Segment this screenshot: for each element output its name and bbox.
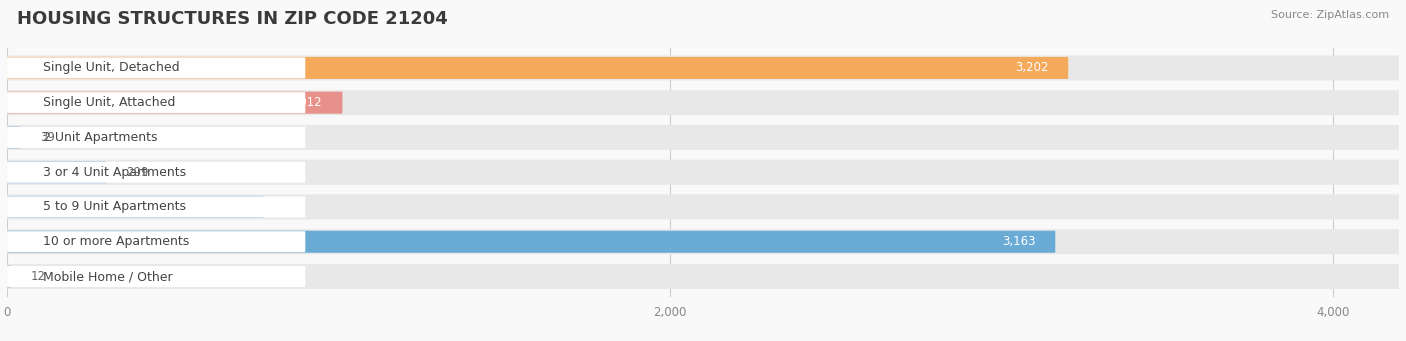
- Text: Single Unit, Attached: Single Unit, Attached: [42, 96, 176, 109]
- FancyBboxPatch shape: [7, 231, 305, 252]
- FancyBboxPatch shape: [7, 196, 305, 218]
- FancyBboxPatch shape: [7, 55, 1399, 80]
- Text: 3 or 4 Unit Apartments: 3 or 4 Unit Apartments: [42, 166, 186, 179]
- FancyBboxPatch shape: [7, 125, 1399, 150]
- FancyBboxPatch shape: [7, 264, 1399, 289]
- Text: 12: 12: [31, 270, 46, 283]
- Text: 2 Unit Apartments: 2 Unit Apartments: [42, 131, 157, 144]
- Text: Mobile Home / Other: Mobile Home / Other: [42, 270, 173, 283]
- FancyBboxPatch shape: [7, 161, 105, 183]
- Text: 1,012: 1,012: [288, 96, 322, 109]
- FancyBboxPatch shape: [7, 194, 1399, 220]
- FancyBboxPatch shape: [7, 196, 263, 218]
- Text: 3,163: 3,163: [1002, 235, 1035, 248]
- FancyBboxPatch shape: [7, 127, 20, 148]
- Text: 3,202: 3,202: [1015, 61, 1049, 74]
- Text: 299: 299: [127, 166, 149, 179]
- FancyBboxPatch shape: [7, 90, 1399, 115]
- FancyBboxPatch shape: [7, 229, 1399, 254]
- FancyBboxPatch shape: [7, 266, 305, 287]
- Text: 10 or more Apartments: 10 or more Apartments: [42, 235, 188, 248]
- Text: 774: 774: [221, 201, 243, 213]
- FancyBboxPatch shape: [7, 160, 1399, 185]
- FancyBboxPatch shape: [7, 92, 343, 114]
- Text: 5 to 9 Unit Apartments: 5 to 9 Unit Apartments: [42, 201, 186, 213]
- Text: HOUSING STRUCTURES IN ZIP CODE 21204: HOUSING STRUCTURES IN ZIP CODE 21204: [17, 10, 447, 28]
- FancyBboxPatch shape: [7, 57, 305, 78]
- FancyBboxPatch shape: [7, 162, 305, 183]
- FancyBboxPatch shape: [7, 231, 1056, 253]
- FancyBboxPatch shape: [7, 57, 1069, 79]
- Text: Source: ZipAtlas.com: Source: ZipAtlas.com: [1271, 10, 1389, 20]
- Text: Single Unit, Detached: Single Unit, Detached: [42, 61, 180, 74]
- FancyBboxPatch shape: [7, 266, 11, 287]
- FancyBboxPatch shape: [7, 127, 305, 148]
- FancyBboxPatch shape: [7, 92, 305, 113]
- Text: 39: 39: [39, 131, 55, 144]
